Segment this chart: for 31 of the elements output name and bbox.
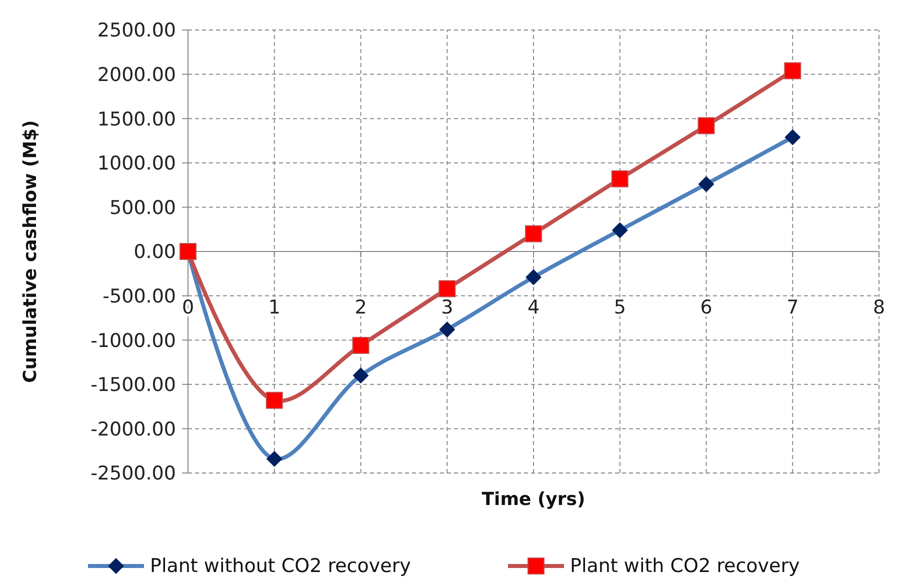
y-tick-label: -2000.00 bbox=[90, 418, 176, 440]
point bbox=[438, 280, 456, 298]
point bbox=[266, 392, 283, 409]
x-tick-label: 3 bbox=[441, 296, 454, 318]
y-tick-label: 2000.00 bbox=[97, 64, 176, 86]
x-tick-label: 5 bbox=[614, 296, 626, 318]
point bbox=[525, 225, 542, 242]
x-tick-label: 7 bbox=[786, 296, 799, 318]
y-tick-label: 2500.00 bbox=[97, 20, 176, 42]
x-tick-label: 8 bbox=[872, 296, 886, 318]
point bbox=[784, 62, 802, 80]
y-tick-label: 1000.00 bbox=[97, 152, 176, 175]
point bbox=[611, 170, 628, 188]
y-tick-label: -1000.00 bbox=[90, 330, 176, 352]
point bbox=[698, 117, 715, 134]
x-tick-label: 1 bbox=[268, 296, 280, 318]
y-axis-title: Cumulative cashflow (M$) bbox=[20, 120, 41, 383]
legend-label: Plant with CO2 recovery bbox=[570, 555, 800, 577]
y-tick-label: -1500.00 bbox=[90, 374, 176, 396]
x-tick-label: 6 bbox=[700, 296, 712, 318]
y-tick-label: -2500.00 bbox=[90, 462, 176, 485]
point bbox=[352, 336, 370, 354]
y-tick-label: 500.00 bbox=[110, 196, 176, 219]
y-tick-label: 1500.00 bbox=[97, 108, 176, 130]
y-tick-label: -500.00 bbox=[102, 285, 176, 308]
legend-label: Plant without CO2 recovery bbox=[150, 555, 411, 577]
y-tick-label: 0.00 bbox=[134, 241, 176, 264]
x-tick-label: 4 bbox=[527, 296, 540, 318]
x-axis-title: Time (yrs) bbox=[482, 489, 586, 510]
x-tick-label: 2 bbox=[354, 296, 367, 318]
x-tick-label: 0 bbox=[182, 296, 194, 318]
